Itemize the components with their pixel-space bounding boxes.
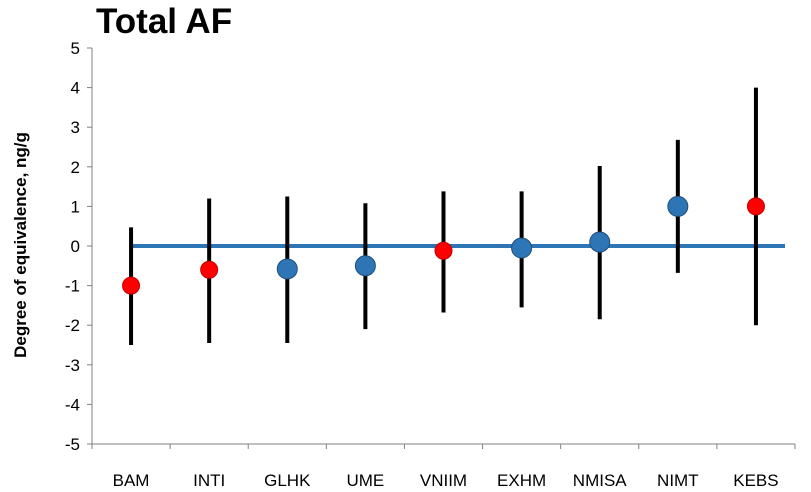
y-tick-label: -3 — [65, 356, 80, 375]
x-tick-label: UME — [346, 471, 384, 490]
y-axis: 5 4 3 2 1 0 -1 -2 -3 -4 -5 — [65, 39, 93, 454]
x-tick-label: NMISA — [573, 471, 628, 490]
y-tick-label: 4 — [71, 79, 80, 98]
x-tick-label: VNIIM — [420, 471, 467, 490]
data-point — [434, 241, 453, 260]
data-points — [122, 195, 765, 295]
x-axis — [91, 443, 796, 449]
x-tick-label: GLHK — [264, 471, 311, 490]
data-point — [122, 276, 141, 295]
x-tick-label: BAM — [113, 471, 150, 490]
y-tick-label: -5 — [65, 435, 80, 454]
data-point — [354, 255, 376, 277]
x-tick-label: KEBS — [733, 471, 778, 490]
data-point — [746, 197, 765, 216]
y-tick-label: -2 — [65, 316, 80, 335]
data-point — [667, 195, 689, 217]
y-tick-label: 0 — [71, 237, 80, 256]
y-tick-label: 5 — [71, 39, 80, 58]
y-tick-label: 1 — [71, 197, 80, 216]
x-tick-labels: BAM INTI GLHK UME VNIIM EXHM NMISA NIMT KEBS — [113, 471, 779, 490]
data-point — [511, 237, 533, 259]
x-tick-label: INTI — [193, 471, 225, 490]
x-tick-label: EXHM — [497, 471, 546, 490]
x-tick-label: NIMT — [657, 471, 699, 490]
y-tick-label: -1 — [65, 277, 80, 296]
data-point — [276, 258, 298, 280]
y-tick-label: -4 — [65, 395, 80, 414]
data-point — [589, 231, 611, 253]
data-point — [200, 260, 219, 279]
chart-title: Total AF — [96, 2, 233, 41]
error-bars — [129, 87, 758, 345]
y-axis-label: Degree of equivalence, ng/g — [11, 132, 30, 358]
y-tick-label: 2 — [71, 158, 80, 177]
y-tick-label: 3 — [71, 118, 80, 137]
